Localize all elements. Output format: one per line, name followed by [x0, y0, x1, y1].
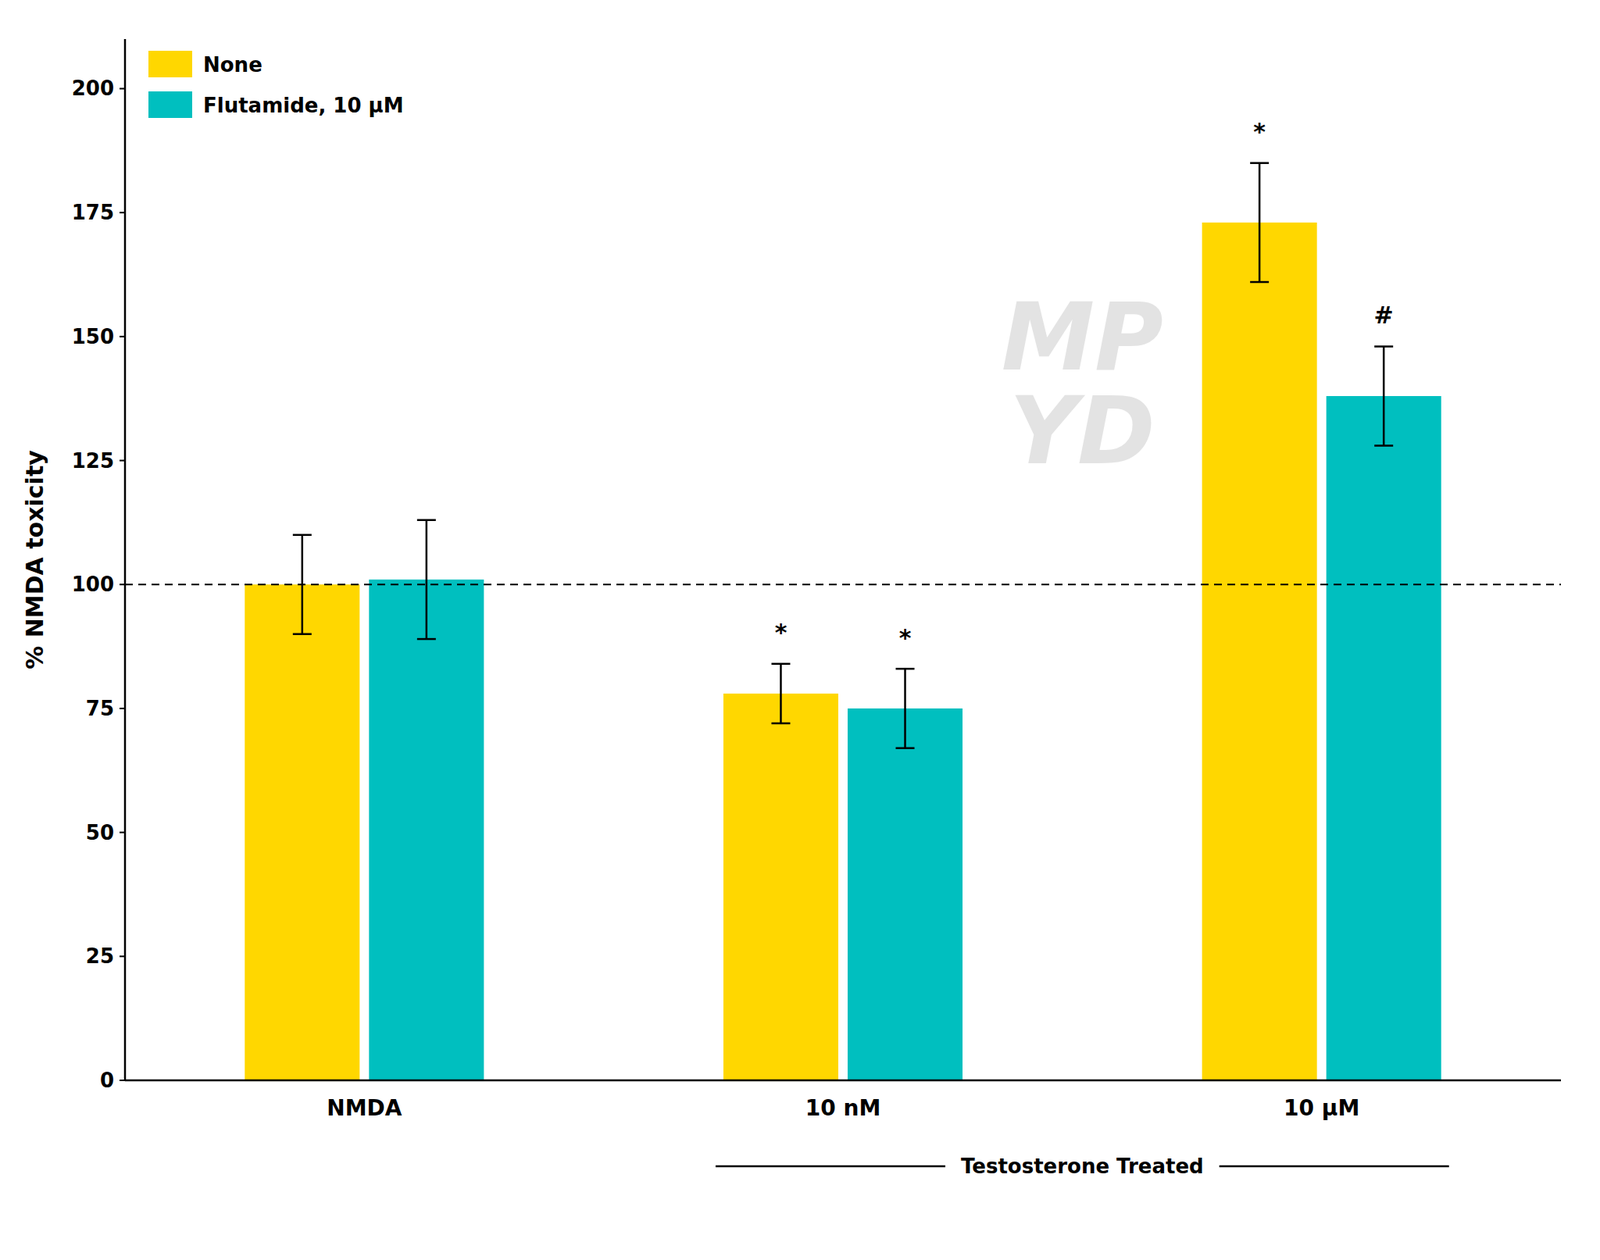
y-tick: [119, 832, 125, 834]
watermark-line: MP: [1001, 282, 1164, 392]
error-bar: [292, 535, 312, 635]
error-bar-cap: [1374, 345, 1393, 348]
bar: [244, 584, 360, 1081]
y-tick: [119, 87, 125, 90]
legend-label: None: [203, 53, 263, 77]
error-bar: [896, 668, 915, 749]
annotation: #: [1374, 301, 1394, 329]
bar: [368, 579, 484, 1081]
y-tick: [119, 211, 125, 214]
y-tick-label: 125: [71, 449, 115, 473]
annotation: *: [1253, 117, 1266, 146]
error-bar: [1250, 163, 1269, 283]
legend-swatch: [148, 91, 193, 118]
x-tick-label: NMDA: [326, 1095, 403, 1122]
error-bar-stem: [301, 535, 304, 635]
bracket-line: [715, 1165, 946, 1168]
error-bar-cap: [292, 632, 312, 636]
error-bar-stem: [1258, 163, 1261, 283]
error-bar-stem: [425, 520, 429, 640]
error-bar-cap: [1250, 161, 1269, 165]
y-tick-label: 100: [71, 572, 115, 597]
error-bar: [1374, 346, 1393, 447]
y-tick-label: 25: [85, 944, 115, 968]
y-tick: [119, 335, 125, 338]
x-tick-label: 10 μM: [1283, 1095, 1360, 1122]
y-tick: [119, 707, 125, 710]
bar: [1202, 222, 1318, 1081]
error-bar-stem: [779, 664, 783, 724]
y-tick: [119, 1079, 125, 1082]
error-bar: [771, 664, 790, 724]
watermark-line: YD: [1009, 376, 1156, 486]
error-bar-cap: [417, 518, 436, 522]
y-tick-label: 0: [100, 1068, 115, 1093]
error-bar-cap: [292, 534, 312, 537]
y-tick: [119, 583, 125, 586]
error-bar-cap: [1374, 444, 1393, 447]
reference-line: [125, 583, 1561, 586]
error-bar-cap: [417, 638, 436, 641]
y-tick-label: 75: [85, 696, 115, 721]
y-axis-line: [124, 39, 127, 1081]
y-tick-label: 50: [85, 821, 115, 845]
annotation: *: [899, 624, 912, 652]
bar: [1326, 396, 1442, 1081]
error-bar: [417, 520, 436, 640]
chart: MPYD * * * #0 25 50 75 100 125 150 175 200 NMDA 10 nM 1…: [0, 0, 1600, 1260]
error-bar-cap: [896, 746, 915, 750]
bar: [723, 693, 839, 1081]
y-tick: [119, 955, 125, 958]
annotation: *: [775, 618, 788, 647]
error-bar-cap: [896, 667, 915, 671]
bracket-line: [1219, 1165, 1450, 1168]
y-axis-label: % NMDA toxicity: [21, 450, 49, 670]
background: [0, 0, 1600, 1260]
legend-swatch: [148, 50, 193, 78]
legend: None Flutamide, 10 μM: [148, 50, 404, 118]
y-tick-label: 150: [71, 325, 115, 349]
x-axis-label: Testosterone Treated: [960, 1154, 1204, 1179]
x-tick-label: 10 nM: [805, 1095, 882, 1122]
y-tick-label: 175: [71, 200, 115, 225]
error-bar-cap: [771, 722, 790, 725]
plot-area: [125, 163, 1561, 1081]
legend-label: Flutamide, 10 μM: [203, 93, 404, 118]
watermark: MPYD: [1001, 282, 1164, 486]
error-bar-stem: [903, 668, 907, 749]
x-axis-line: [125, 1079, 1561, 1083]
error-bar-cap: [1250, 281, 1269, 284]
error-bar-stem: [1382, 346, 1386, 447]
error-bar-cap: [771, 663, 790, 666]
bar: [847, 708, 963, 1081]
y-tick-label: 200: [71, 76, 115, 100]
y-tick: [119, 460, 125, 462]
